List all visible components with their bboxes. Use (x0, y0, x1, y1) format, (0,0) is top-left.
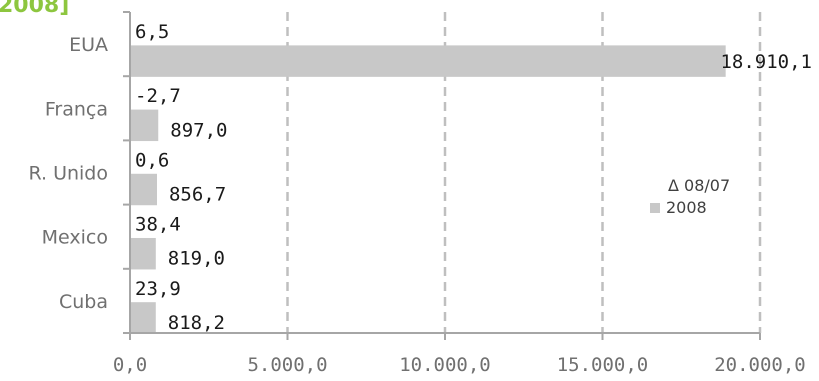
axes (123, 11, 761, 340)
category-label-4: Cuba (59, 291, 108, 313)
value-label-2: 856,7 (169, 184, 226, 206)
x-tick-label-3: 15.000,0 (557, 354, 649, 376)
bar-2 (131, 173, 157, 206)
bar-3 (131, 237, 156, 270)
bar-4 (131, 302, 156, 334)
chart-title-fragment: 2008] (0, 0, 69, 18)
data-labels: 6,5 -2,7 0,6 38,4 23,9 18.910,1 897,0 856,7 819,… (135, 21, 812, 334)
legend-item-2008: 2008 (666, 198, 707, 217)
x-tick-label-2: 10.000,0 (399, 354, 491, 376)
bar-1 (131, 109, 159, 142)
x-tick-label-0: 0,0 (113, 354, 147, 376)
value-label-4: 818,2 (168, 312, 225, 334)
bars (131, 45, 726, 334)
category-label-0: EUA (69, 34, 108, 56)
category-label-2: R. Unido (28, 163, 108, 185)
delta-label-0: 6,5 (135, 21, 169, 43)
value-label-3: 819,0 (168, 248, 225, 270)
category-labels: EUA França R. Unido Mexico Cuba (28, 34, 108, 313)
bar-0 (131, 45, 726, 77)
legend-swatch-2008 (650, 203, 660, 213)
tick-labels: 0,0 5.000,0 10.000,0 15.000,0 20.000,0 (113, 354, 806, 376)
legend: Δ 08/07 2008 (650, 176, 730, 217)
legend-item-delta: Δ 08/07 (668, 176, 730, 195)
delta-label-1: -2,7 (135, 85, 181, 107)
delta-label-2: 0,6 (135, 149, 169, 171)
x-tick-label-1: 5.000,0 (247, 354, 327, 376)
value-label-1: 897,0 (170, 119, 227, 141)
category-label-3: Mexico (42, 227, 108, 249)
delta-label-4: 23,9 (135, 278, 181, 300)
x-tick-label-4: 20.000,0 (714, 354, 806, 376)
category-label-1: França (45, 98, 108, 120)
delta-label-3: 38,4 (135, 214, 181, 236)
value-label-0: 18.910,1 (720, 51, 812, 73)
